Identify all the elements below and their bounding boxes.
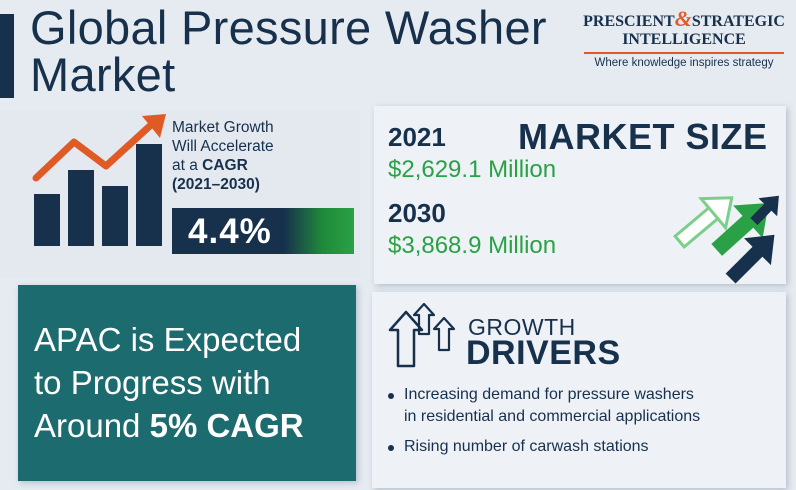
title-accent-bar [0,14,14,98]
apac-line-1: APAC is Expected [34,321,302,358]
chart-bar-4 [136,144,162,246]
apac-card [18,285,356,481]
arrow-navy-small [750,195,779,226]
cagr-badge-gradient [284,208,354,254]
trend-arrow-head [142,114,166,138]
arrow-navy [725,234,775,284]
driver-item-2-line-1: Rising number of carwash stations [404,438,649,455]
apac-line-2: to Progress with [34,364,271,401]
logo-word-prescient: PRESCIENT [583,13,675,30]
bar-chart-growth-icon [32,114,166,246]
page-title: Global Pressure Washer Market [30,4,590,98]
growth-line-3-prefix: at a [172,157,203,174]
logo-word-intelligence: INTELLIGENCE [622,31,746,48]
growth-cagr-label: CAGR [202,157,248,174]
growth-line-2: Will Accelerate [172,138,274,155]
cagr-value: 4.4% [188,212,272,251]
driver-item-residential-commercial: Increasing demand for pressure washers i… [386,384,782,428]
chart-bar-2 [68,170,94,246]
chart-bar-3 [102,186,128,246]
apac-statement: APAC is Expected to Progress with Around… [34,318,354,447]
driver-item-1-line-1: Increasing demand for pressure washers [404,386,694,403]
market-value-2030: $3,868.9 Million [388,232,557,259]
logo-word-strategic: STRATEGIC [691,13,785,30]
market-year-2030: 2030 [388,198,446,228]
company-logo: PRESCIENT&STRATEGIC INTELLIGENCE Where k… [578,8,790,70]
drivers-list: Increasing demand for pressure washers i… [386,384,782,466]
up-arrow-small-left [412,302,436,336]
logo-tagline: Where knowledge inspires strategy [594,57,774,69]
driver-item-carwash: Rising number of carwash stations [386,436,782,458]
up-arrow-small-right [432,316,456,352]
cagr-badge: 4.4% [172,208,354,254]
market-year-2021: 2021 [388,122,446,152]
driver-item-1-line-2: in residential and commercial applicatio… [404,408,701,425]
growth-line-1: Market Growth [172,119,274,136]
market-value-2021: $2,629.1 Million [388,156,557,183]
apac-line-3-prefix: Around [34,407,150,444]
up-arrows-icon [388,302,456,368]
drivers-kicker: GROWTH [468,314,576,340]
logo-ampersand: & [674,6,692,31]
growth-arrows-icon [673,195,779,284]
apac-cagr: 5% CAGR [149,407,304,444]
drivers-card [372,292,786,488]
title-line-1: Global Pressure Washer [30,1,547,54]
logo-name-line: PRESCIENT&STRATEGIC [578,8,790,31]
trend-arrow-line [32,120,156,182]
apac-line-3: Around 5% CAGR [34,404,354,447]
market-size-card [374,106,786,284]
up-arrow-large [388,310,424,368]
title-line-2: Market [30,48,176,101]
growth-description: Market Growth Will Accelerate at a CAGR … [172,118,362,194]
growth-line-3: at a CAGR [172,156,362,175]
market-size-title: MARKET SIZE [518,116,768,157]
chart-bar-1 [34,194,60,246]
drivers-title: DRIVERS [466,334,621,372]
logo-divider [584,52,784,54]
growth-period: (2021–2030) [172,176,260,193]
arrow-light-green [673,196,734,249]
